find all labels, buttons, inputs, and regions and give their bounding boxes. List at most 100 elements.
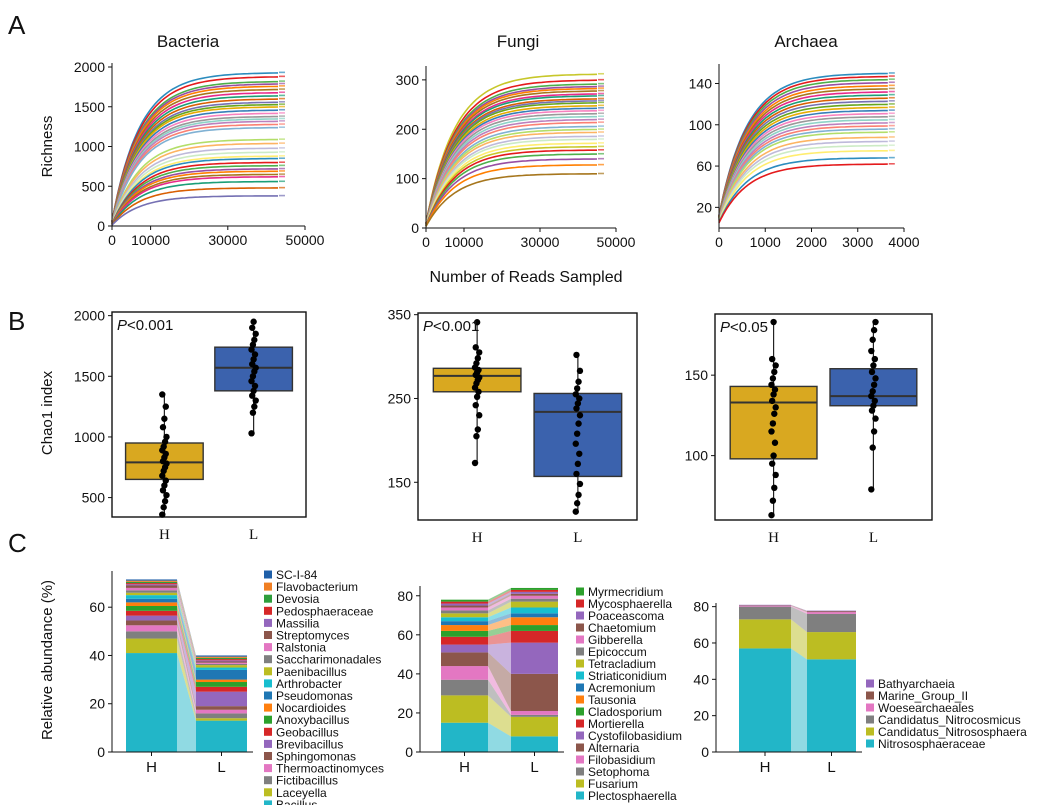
chart-fungi-chao1: 150 250 350 H L P<0.001 [388,307,638,546]
data-point [475,388,482,395]
flow-band [177,631,196,719]
curve-end-label [598,101,604,104]
legend-label: Plectosphaerella [588,789,677,803]
x-tick-label: 30000 [521,234,560,250]
legend-swatch [264,655,272,664]
legend-label: Paenibacillus [276,665,347,679]
legend-swatch [264,594,272,603]
legend-label: Candidatus_Nitrososphaera [878,725,1027,739]
legend-swatch [264,788,272,797]
bar-segment-H [441,610,488,614]
bar-segment-L [807,610,856,612]
flow-band [791,604,807,612]
legend-label: Bathyarchaeia [878,677,955,691]
rarefaction-curve [111,195,278,226]
curve-end-label [278,91,285,94]
legend-swatch [264,800,272,805]
flow-band [488,607,511,622]
bar-segment-H [126,605,177,611]
y-tick-label: 40 [693,671,709,687]
p-value: <0.05 [730,319,768,336]
rarefaction-curve [111,126,278,224]
curve-end-label [888,121,895,124]
legend-label: Pedosphaeraceae [276,604,374,618]
y-tick-label: 0 [701,744,709,760]
legend-label: Fusarium [588,777,638,791]
data-point [575,420,582,427]
legend-swatch [576,611,584,620]
rarefaction-curve [425,158,598,227]
bar-segment-H [739,606,791,620]
curve-end-label [278,161,285,163]
data-point [576,450,583,457]
legend-label: Tausonia [588,693,636,707]
legend-swatch [264,643,272,652]
bar-segment-H [441,679,488,696]
flow-band [177,579,196,657]
legend-swatch [576,587,584,596]
data-point [159,472,166,479]
data-point [160,504,167,511]
bar-segment-H [441,630,488,637]
y-tick-label: 20 [696,199,712,215]
data-point [572,440,579,447]
y-tick-label: 60 [696,158,712,174]
bar-segment-H [126,631,177,639]
legend-swatch [264,631,272,639]
data-point [768,355,776,363]
legend-label: Saccharimonadales [276,653,381,667]
legend-swatch [264,715,272,724]
data-point [770,391,777,398]
curve-end-label [888,100,895,102]
data-point [162,403,169,410]
data-point [770,452,777,459]
bar-segment-L [511,607,558,614]
flow-band [791,619,807,660]
x-tick-label: H [459,759,470,776]
bar-segment-H [126,595,177,599]
bar-segment-L [807,632,856,660]
legend-swatch [576,743,584,752]
data-point [576,480,584,488]
legend-swatch [264,739,272,748]
x-tick-label: L [217,759,225,776]
bar-segment-H [126,592,177,596]
bar-segment-L [807,659,856,752]
data-point [251,351,259,358]
curve-end-label [598,104,604,107]
bar-segment-L [196,718,247,721]
data-point [251,382,259,390]
legend-swatch [866,739,874,748]
legend-swatch [576,707,584,716]
curve-end-label [278,115,285,117]
data-point [872,318,879,326]
flow-band [177,585,196,663]
data-point [163,491,170,499]
bar-segment-H [441,613,488,618]
curve-end-label [598,92,604,95]
curve-end-label [278,71,285,74]
bar-segment-L [196,660,247,662]
curve-end-label [278,123,285,125]
bar-segment-L [511,625,558,631]
curve-end-label [888,78,895,80]
bar-segment-L [196,679,247,683]
x-tick-label: 10000 [131,232,170,248]
curve-end-label [278,155,285,157]
x-tick-label: 0 [422,234,430,250]
curve-end-label [888,140,895,142]
data-point [576,395,583,402]
rarefaction-curve [111,187,278,226]
bar-segment-H [126,620,177,626]
bar-segment-L [196,657,247,660]
legend-label: Ralstonia [276,641,326,655]
data-point [573,500,581,507]
data-point [249,409,257,416]
bar-segment-H [126,638,177,654]
data-point [250,318,257,325]
bar-segment-L [196,661,247,663]
data-point [868,392,875,400]
bar-segment-L [511,591,558,594]
data-point [159,511,166,518]
x-tick-label: H [760,759,771,776]
